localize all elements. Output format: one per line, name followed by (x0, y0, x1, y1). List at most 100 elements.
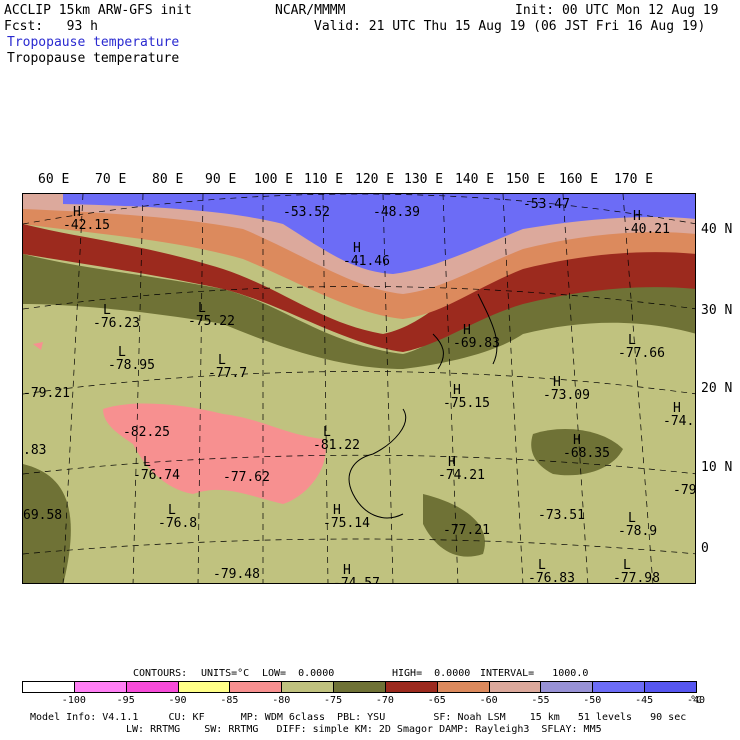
high-marker: H (73, 205, 81, 220)
shade-minus45 (63, 194, 695, 274)
colorbar-swatch (333, 681, 386, 693)
extremum-annotation: H -75.14 (323, 504, 370, 530)
extremum-annotation: .83 (23, 444, 46, 457)
high-marker: H (553, 375, 561, 390)
extremum-value: -69.83 (453, 336, 500, 351)
colorbar-tick-label: -85 (220, 695, 239, 706)
extremum-value: -76.8 (158, 516, 198, 531)
valid-time: Valid: 21 UTC Thu 15 Aug 19 (06 JST Fri … (314, 19, 706, 34)
extremum-annotation: L -78.9 (618, 512, 657, 538)
low-marker: L (538, 558, 546, 573)
extremum-annotation: L -76.23 (93, 304, 140, 330)
extremum-value: -79. (673, 483, 696, 498)
shade-minus80-spot (33, 342, 43, 350)
colorbar-tick-label: -90 (168, 695, 187, 706)
high-marker: H (633, 209, 641, 224)
shade-minus70 (23, 254, 695, 369)
longitude-label: 70 E (95, 172, 127, 187)
longitude-label: 90 E (205, 172, 237, 187)
longitude-label: 120 E (355, 172, 395, 187)
model-info-line-1: Model Info: V4.1.1 CU: KF MP: WDM 6class… (30, 712, 687, 723)
extremum-annotation: H -42.15 (63, 206, 110, 232)
latitude-label: 0 (701, 541, 709, 556)
colorbar-unit: °C (690, 695, 703, 706)
extremum-annotation: -77.21 (443, 524, 490, 537)
high-marker: H (673, 401, 681, 416)
extremum-value: -75.14 (323, 516, 370, 531)
extremum-annotation: -79.48 (213, 568, 260, 581)
extremum-value: -53.47 (523, 197, 570, 212)
extremum-value: -53.52 (283, 205, 330, 220)
forecast-hour: Fcst: 93 h (4, 19, 98, 34)
extremum-annotation: L -76.74 (133, 456, 180, 482)
extremum-value: -74.57 (333, 576, 380, 584)
extremum-value: -81.22 (313, 438, 360, 453)
extremum-value: -40.21 (623, 222, 670, 237)
extremum-annotation: H -74. (663, 402, 694, 428)
colorbar-swatch (177, 681, 231, 693)
high-value: HIGH= 0.0000 (392, 668, 471, 679)
extremum-annotation: L -78.95 (108, 346, 155, 372)
extremum-value: -78.9 (618, 524, 658, 539)
low-marker: L (323, 425, 331, 440)
extremum-value: -77.98 (613, 571, 660, 584)
colorbar-swatch (229, 681, 283, 693)
extremum-value: -78.95 (108, 358, 155, 373)
extremum-annotation: L -81.22 (313, 426, 360, 452)
extremum-value: -73.51 (538, 508, 585, 523)
colorbar-tick-label: -75 (324, 695, 343, 706)
colorbar-tick-label: -100 (61, 695, 86, 706)
extremum-value: -76.74 (133, 468, 180, 483)
extremum-value: -48.39 (373, 205, 420, 220)
extremum-value: -82.25 (123, 425, 170, 440)
extremum-value: -73.09 (543, 388, 590, 403)
longitude-label: 110 E (304, 172, 344, 187)
extremum-annotation: -73.51 (538, 509, 585, 522)
longitude-label: 170 E (614, 172, 654, 187)
extremum-value: -77.7 (208, 366, 248, 381)
colorbar-tick-label: -80 (272, 695, 291, 706)
longitude-label: 150 E (506, 172, 546, 187)
colorbar-tick-label: -60 (479, 695, 498, 706)
extremum-value: -75.15 (443, 396, 490, 411)
extremum-value: -76.23 (93, 316, 140, 331)
units-label: UNITS=°C (201, 668, 250, 679)
colorbar-swatch (384, 681, 438, 693)
organization-label: NCAR/MMMM (275, 3, 346, 18)
colorbar-tick-label: -95 (116, 695, 135, 706)
high-marker: H (353, 241, 361, 256)
tropopause-temperature-map[interactable]: H -42.15 -53.52 -48.39 H -41.46 -53.47 H -40.21 L… (22, 193, 696, 584)
low-marker: L (118, 345, 126, 360)
high-marker: H (463, 323, 471, 338)
extremum-annotation: L -76.83 (528, 558, 575, 583)
low-marker: L (218, 353, 226, 368)
colorbar-tick-label: -65 (427, 695, 446, 706)
low-value: LOW= 0.0000 (262, 668, 335, 679)
extremum-value: -77.62 (223, 470, 270, 485)
high-marker: H (453, 383, 461, 398)
low-marker: L (143, 455, 151, 470)
field-title-primary: Tropopause temperature (7, 35, 180, 50)
shade-minus70-south (423, 494, 485, 557)
colorbar-tick-label: -70 (375, 695, 394, 706)
extremum-value: -74. (663, 414, 695, 429)
interval-value: INTERVAL= 1000.0 (480, 668, 589, 679)
extremum-value: -79.48 (213, 567, 260, 582)
low-marker: L (198, 301, 206, 316)
latitude-label: 30 N (701, 303, 733, 318)
colorbar-swatch (436, 681, 490, 693)
colorbar-swatch (644, 681, 697, 693)
extremum-annotation: L -77.98 (613, 559, 660, 584)
colorbar-tick-label: -45 (635, 695, 654, 706)
colorbar-tick-label: -55 (531, 695, 550, 706)
colorbar-swatch (281, 681, 335, 693)
model-info-line-2: LW: RRTMG SW: RRTMG DIFF: simple KM: 2D … (126, 724, 602, 735)
extremum-annotation: -79.21 (23, 387, 70, 400)
low-marker: L (628, 333, 636, 348)
extremum-annotation: H -69.83 (453, 324, 500, 350)
longitude-label: 160 E (559, 172, 599, 187)
extremum-value: -77.21 (443, 523, 490, 538)
colorbar-swatch (540, 681, 594, 693)
extremum-value: -68.35 (563, 446, 610, 461)
low-marker: L (628, 511, 636, 526)
